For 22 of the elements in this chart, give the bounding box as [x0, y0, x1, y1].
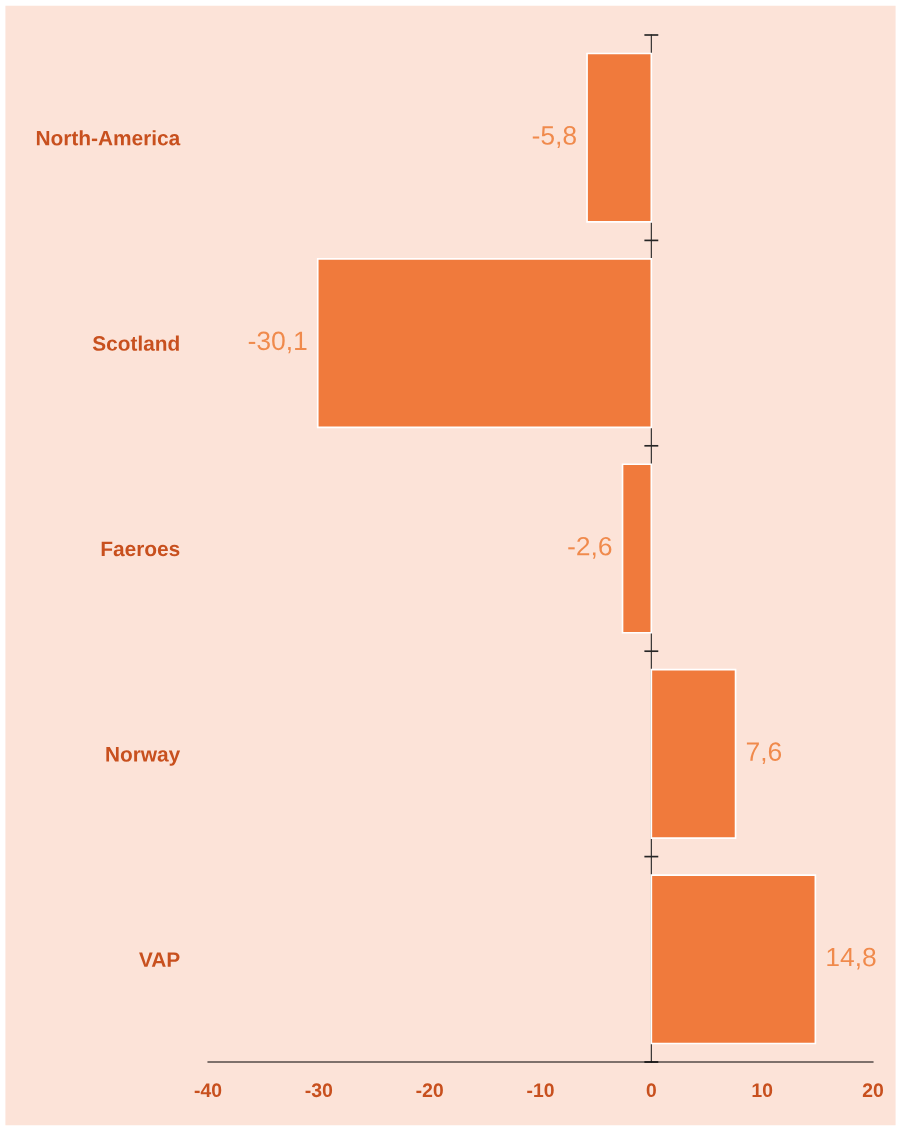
y-tick-label: Scotland [92, 335, 179, 351]
y-tick-label: Norway [106, 747, 181, 766]
data-label: 7,6 [746, 742, 782, 765]
data-label: -30,1 [248, 331, 307, 354]
bar [316, 258, 653, 429]
x-tick-label: 0 [646, 1083, 656, 1098]
bar [650, 668, 737, 839]
x-tick-label: -10 [527, 1083, 554, 1098]
x-tick-label: -40 [194, 1083, 222, 1098]
y-tick-label: Faeroes [101, 541, 180, 557]
x-tick-label: -30 [305, 1083, 333, 1098]
bar [621, 463, 653, 634]
data-label: -2,6 [568, 536, 612, 559]
bar [586, 52, 653, 223]
x-tick-label: 20 [862, 1083, 884, 1098]
y-tick-label: VAP [139, 952, 180, 967]
x-tick-label: -20 [416, 1083, 443, 1098]
data-label: -5,8 [532, 126, 576, 148]
bar [650, 874, 817, 1045]
x-tick-label: 10 [752, 1083, 773, 1098]
data-label: 14,8 [827, 947, 876, 970]
y-tick-label: North-America [36, 130, 181, 146]
